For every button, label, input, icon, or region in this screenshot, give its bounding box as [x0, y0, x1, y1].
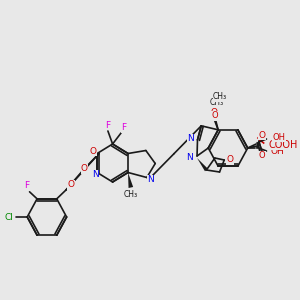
Text: CH₃: CH₃: [209, 98, 223, 107]
Polygon shape: [128, 172, 133, 188]
Text: O: O: [211, 108, 218, 117]
Text: O: O: [81, 164, 88, 173]
Text: N: N: [92, 170, 99, 179]
Text: O: O: [258, 130, 265, 140]
Text: OH: OH: [272, 133, 285, 142]
Text: O: O: [211, 111, 218, 120]
Text: N: N: [187, 154, 193, 163]
Text: O: O: [67, 180, 74, 189]
Text: N: N: [187, 134, 194, 143]
Text: F: F: [105, 121, 110, 130]
Text: F: F: [121, 124, 126, 133]
Text: COOH: COOH: [268, 140, 298, 150]
Text: O: O: [259, 152, 265, 160]
Polygon shape: [197, 158, 208, 171]
Text: O: O: [226, 155, 233, 164]
Text: O: O: [90, 147, 97, 156]
Text: Cl: Cl: [5, 212, 14, 221]
Text: CH₃: CH₃: [213, 92, 227, 101]
Text: OH: OH: [270, 146, 284, 155]
Text: F: F: [24, 181, 29, 190]
Text: CH₃: CH₃: [124, 190, 138, 199]
Text: N: N: [147, 175, 154, 184]
